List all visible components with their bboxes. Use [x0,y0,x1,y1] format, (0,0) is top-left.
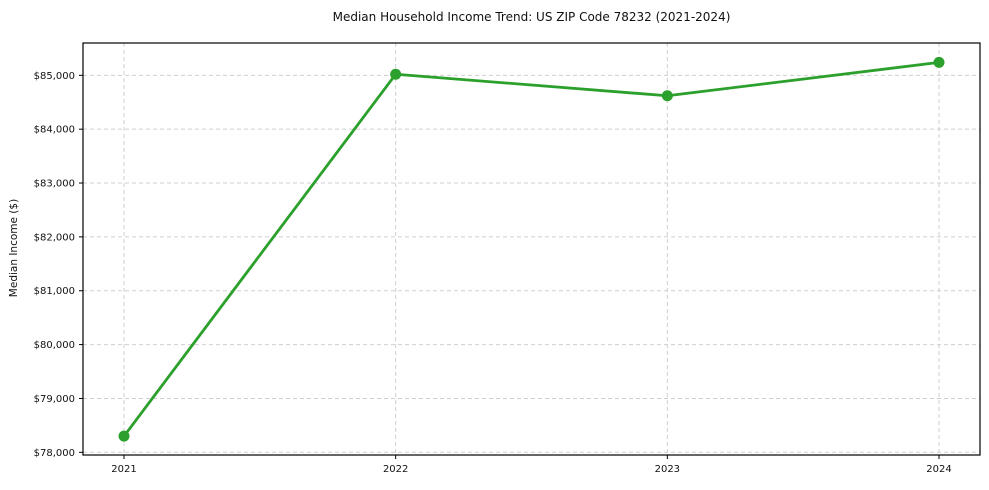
y-tick-label: $78,000 [34,448,75,459]
chart-title: Median Household Income Trend: US ZIP Co… [332,10,731,24]
x-tick-label: 2022 [383,464,408,475]
x-tick-label: 2023 [655,464,680,475]
data-point-marker [118,430,130,442]
y-axis-label: Median Income ($) [8,198,20,298]
y-tick-label: $85,000 [34,71,75,82]
y-tick-label: $81,000 [34,286,75,297]
y-tick-label: $84,000 [34,125,75,136]
x-tick-label: 2024 [926,464,951,475]
x-tick-label: 2021 [111,464,136,475]
y-tick-label: $82,000 [34,232,75,243]
data-point-marker [661,90,673,102]
trend-line [122,60,941,438]
data-point-marker [390,68,402,80]
y-tick-label: $79,000 [34,394,75,405]
y-tick-label: $80,000 [34,340,75,351]
y-tick-label: $83,000 [34,179,75,190]
data-point-marker [933,56,945,68]
plot-border [82,42,981,456]
